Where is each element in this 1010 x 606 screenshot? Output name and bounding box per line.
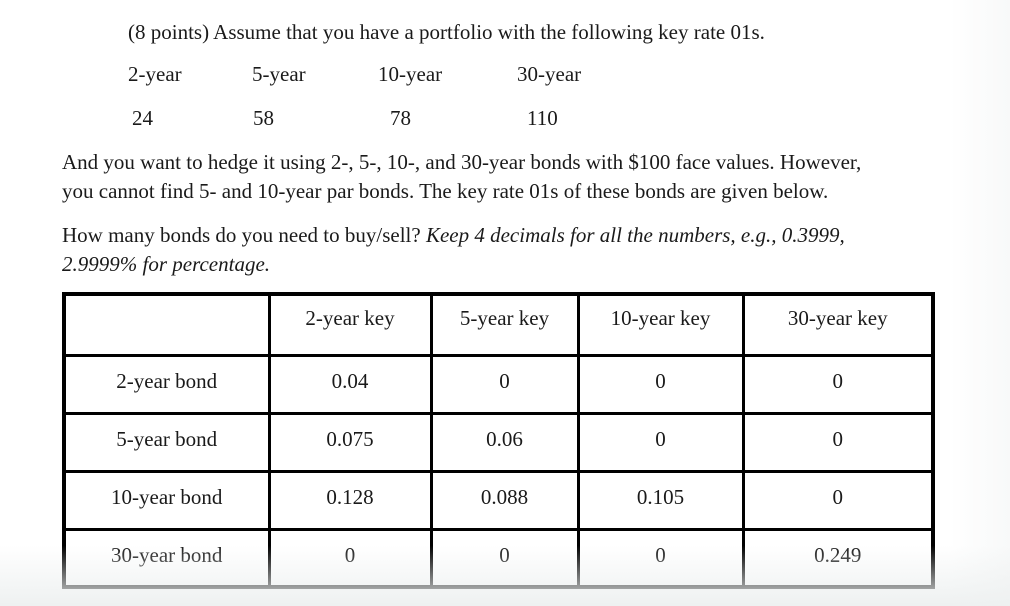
value-cell: 0.075: [267, 411, 433, 473]
value-cell: 0.04: [267, 353, 433, 415]
value-cell: 0: [429, 353, 580, 415]
value-cell: 0: [429, 527, 580, 589]
value-cell: 0: [576, 411, 745, 473]
value-cell: 0: [576, 353, 745, 415]
keyrate-label-10year: 10-year: [378, 62, 443, 86]
hedge-paragraph-line1: And you want to hedge it using 2-, 5-, 1…: [62, 150, 862, 174]
bond-keyrate-table: 2-year key 5-year key 10-year key 30-yea…: [62, 292, 935, 589]
table-header-row: 2-year key 5-year key 10-year key 30-yea…: [62, 292, 935, 357]
corner-cell: [62, 292, 271, 357]
hedge-paragraph: And you want to hedge it using 2-, 5-, 1…: [62, 148, 861, 206]
value-cell: 0.249: [741, 527, 935, 589]
value-cell: 0.088: [429, 469, 580, 531]
value-cell: 0: [741, 411, 935, 473]
row-header-cell: 2-year bond: [62, 353, 271, 415]
table-row-2year-bond: 2-year bond 0.04 0 0 0: [62, 353, 935, 415]
row-header-cell: 30-year bond: [62, 527, 271, 589]
value-cell: 0.128: [267, 469, 433, 531]
keyrate-value-5year: 58: [253, 106, 274, 130]
column-header-5year-key: 5-year key: [429, 292, 580, 357]
keyrate-label-30year: 30-year: [517, 62, 582, 86]
keyrate-value-10year: 78: [390, 106, 411, 130]
column-header-10year-key: 10-year key: [576, 292, 745, 357]
value-cell: 0: [267, 527, 433, 589]
value-cell: 0.105: [576, 469, 745, 531]
column-header-30year-key: 30-year key: [741, 292, 935, 357]
table-row-10year-bond: 10-year bond 0.128 0.088 0.105 0: [62, 469, 935, 531]
value-cell: 0: [741, 469, 935, 531]
column-header-2year-key: 2-year key: [267, 292, 433, 357]
keyrate-label-2year: 2-year: [128, 62, 182, 86]
row-header-cell: 5-year bond: [62, 411, 271, 473]
table-row-5year-bond: 5-year bond 0.075 0.06 0 0: [62, 411, 935, 473]
problem-heading: (8 points) Assume that you have a portfo…: [128, 20, 765, 44]
question-paragraph: How many bonds do you need to buy/sell? …: [62, 221, 845, 279]
keyrate-value-2year: 24: [132, 106, 153, 130]
value-cell: 0: [576, 527, 745, 589]
keyrate-value-30year: 110: [527, 106, 558, 130]
question-text: How many bonds do you need to buy/sell?: [62, 223, 426, 247]
question-note-italic-part1: Keep 4 decimals for all the numbers, e.g…: [425, 223, 845, 247]
row-header-cell: 10-year bond: [62, 469, 271, 531]
table-row-30year-bond: 30-year bond 0 0 0 0.249: [62, 527, 935, 589]
value-cell: 0: [741, 353, 935, 415]
question-note-italic-part2: 2.9999% for percentage.: [62, 252, 271, 276]
question-paragraph-line1: How many bonds do you need to buy/sell? …: [62, 221, 845, 250]
keyrate-label-5year: 5-year: [252, 62, 306, 86]
hedge-paragraph-line2: you cannot find 5- and 10-year par bonds…: [62, 179, 829, 203]
value-cell: 0.06: [429, 411, 580, 473]
